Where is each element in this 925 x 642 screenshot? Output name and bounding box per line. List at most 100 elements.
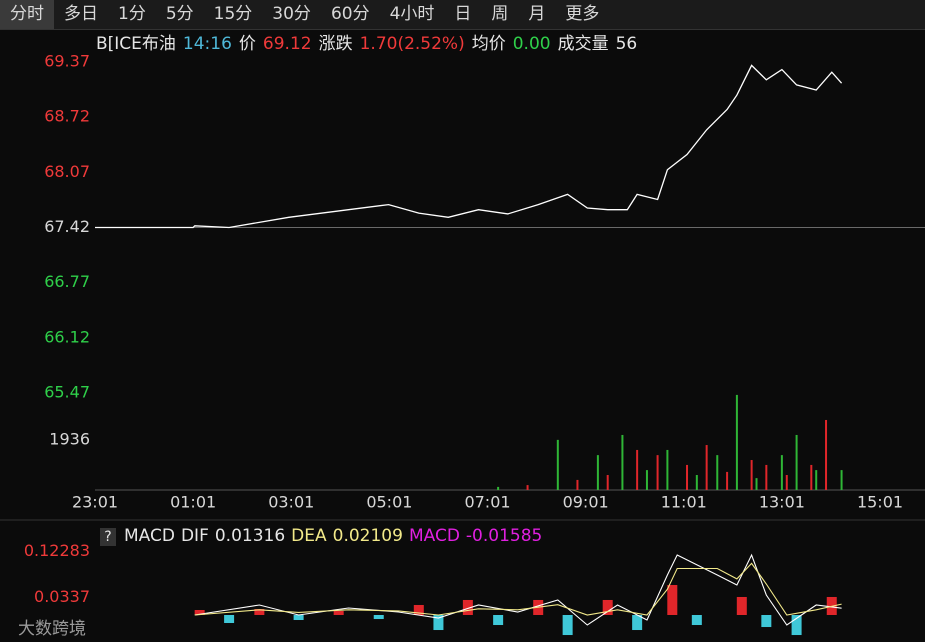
dif-name: DIF bbox=[180, 526, 209, 546]
volume-bar bbox=[735, 394, 738, 490]
volume-bar bbox=[780, 455, 783, 490]
volume-bar bbox=[810, 464, 813, 490]
x-tick-label: 03:01 bbox=[268, 493, 314, 512]
volume-bar bbox=[656, 455, 659, 490]
indicator: MACD bbox=[124, 526, 175, 546]
x-tick-label: 01:01 bbox=[170, 493, 216, 512]
period-tabs: 分时 多日 1分 5分 15分 30分 60分 4小时日周月更多 bbox=[0, 0, 925, 30]
volume-bar bbox=[695, 475, 698, 490]
y-tick-label: 67.42 bbox=[44, 217, 90, 236]
volume-bar bbox=[765, 464, 768, 490]
macd-name: MACD bbox=[408, 526, 460, 546]
x-tick-label: 07:01 bbox=[464, 493, 510, 512]
macd-bar bbox=[333, 610, 344, 616]
volume-bar bbox=[497, 486, 500, 490]
y-tick-label: 69.37 bbox=[44, 52, 90, 71]
volume-bar bbox=[785, 475, 788, 490]
tab[interactable]: 1分 bbox=[118, 4, 146, 24]
tab[interactable]: 15分 bbox=[213, 4, 253, 24]
volume-bar bbox=[686, 464, 689, 490]
tab[interactable]: 分时 bbox=[0, 0, 54, 29]
y-tick-label: 65.47 bbox=[44, 383, 90, 402]
volume-bar bbox=[576, 479, 579, 490]
change: 1.70(2.52%) bbox=[359, 34, 465, 54]
dea-name: DEA bbox=[291, 526, 327, 546]
y-tick-label: 68.07 bbox=[44, 162, 90, 181]
tab[interactable]: 日 bbox=[454, 4, 472, 24]
volume-bar bbox=[750, 460, 753, 490]
x-tick-label: 11:01 bbox=[661, 493, 707, 512]
quote-header: B[ICE布油 14:16 价 69.12 涨跌 1.70(2.52%) 均价 0.00 成交量… bbox=[96, 32, 644, 56]
volume-bar bbox=[526, 485, 529, 490]
macd-bar bbox=[691, 615, 702, 626]
macd-bar bbox=[413, 604, 424, 616]
y-tick-label: 0.0337 bbox=[34, 587, 90, 606]
macd-bar bbox=[293, 615, 304, 621]
macd-bar bbox=[254, 609, 265, 616]
macd-bar bbox=[194, 609, 205, 616]
volume-bar bbox=[716, 455, 719, 490]
macd-bar bbox=[761, 615, 772, 628]
volume-bar bbox=[840, 470, 843, 490]
macd-bar bbox=[493, 615, 504, 626]
x-tick-label: 05:01 bbox=[366, 493, 412, 512]
tab[interactable]: 5分 bbox=[165, 4, 194, 24]
macd-bar bbox=[602, 599, 613, 616]
volume-bar bbox=[705, 445, 708, 490]
tab[interactable]: 月 bbox=[528, 4, 546, 24]
tab[interactable]: 4小时 bbox=[389, 4, 435, 24]
macd-header: ? MACD DIF 0.01316 DEA 0.02109 MACD -0.01585 bbox=[100, 525, 548, 547]
tab[interactable]: 60分 bbox=[330, 4, 370, 24]
volume-bar bbox=[606, 475, 609, 490]
volume-bar bbox=[726, 471, 729, 490]
dif-latest: 0.01316 bbox=[214, 526, 286, 546]
volume: 56 bbox=[615, 34, 638, 54]
volume-bar bbox=[636, 449, 639, 490]
macd-bar bbox=[791, 615, 802, 636]
macd-latest: -0.01585 bbox=[465, 526, 543, 546]
tab[interactable]: 多日 bbox=[64, 4, 98, 24]
x-tick-label: 09:01 bbox=[563, 493, 609, 512]
y-tick-label: 68.72 bbox=[44, 107, 90, 126]
price-label: 价 bbox=[238, 34, 256, 54]
x-tick-label: 13:01 bbox=[759, 493, 805, 512]
price-line bbox=[95, 64, 843, 229]
change-label: 涨跌 bbox=[318, 34, 353, 54]
tab[interactable]: 周 bbox=[491, 4, 509, 24]
avg-label: 均价 bbox=[471, 34, 506, 54]
volume-bar bbox=[556, 439, 559, 490]
symbol: B[ICE布油 bbox=[96, 34, 176, 54]
macd-bar bbox=[462, 599, 473, 616]
macd-bar bbox=[667, 585, 678, 616]
macd-bar bbox=[224, 615, 235, 624]
volume-bar bbox=[666, 449, 669, 490]
macd-bar bbox=[632, 615, 643, 631]
x-tick-label: 23:01 bbox=[72, 493, 118, 512]
volume-bar bbox=[596, 455, 599, 490]
volume-bar bbox=[795, 434, 798, 490]
time: 14:16 bbox=[182, 34, 232, 54]
y-tick-label: 66.12 bbox=[44, 327, 90, 346]
macd-bar bbox=[433, 615, 444, 631]
macd-bar bbox=[562, 615, 573, 636]
volume-bar bbox=[645, 470, 648, 490]
volume-label: 成交量 bbox=[557, 34, 609, 54]
x-tick-label: 15:01 bbox=[857, 493, 903, 512]
dea-latest: 0.02109 bbox=[332, 526, 403, 546]
y-tick-label: 66.77 bbox=[44, 272, 90, 291]
tab[interactable]: 更多 bbox=[565, 4, 600, 24]
y-tick-label: 1936 bbox=[49, 429, 90, 448]
volume-bar bbox=[755, 478, 758, 490]
macd-line bbox=[194, 553, 842, 626]
volume-bar bbox=[621, 434, 624, 490]
watermark: 大数跨境 bbox=[18, 619, 86, 639]
macd-line bbox=[194, 562, 842, 616]
tab[interactable]: 30分 bbox=[272, 4, 311, 24]
macd-bar bbox=[373, 615, 384, 620]
volume-bar bbox=[825, 419, 828, 490]
avg: 0.00 bbox=[512, 34, 551, 54]
help-icon[interactable]: ? bbox=[100, 528, 116, 546]
price: 69.12 bbox=[262, 34, 312, 54]
